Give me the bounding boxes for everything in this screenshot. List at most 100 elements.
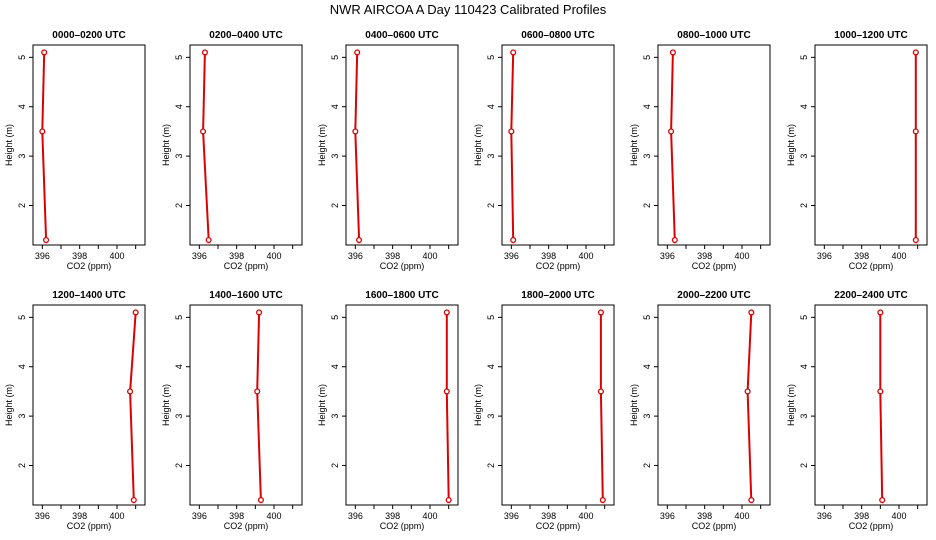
- y-tick-label: 5: [17, 55, 27, 60]
- y-tick-label: 3: [799, 154, 809, 159]
- y-tick-label: 2: [799, 463, 809, 468]
- panel-title: 1200–1400 UTC: [52, 290, 125, 301]
- y-tick-label: 4: [799, 104, 809, 109]
- x-tick-label: 400: [109, 251, 124, 261]
- x-tick-label: 396: [817, 251, 832, 261]
- x-tick-label: 400: [734, 251, 749, 261]
- panel-title: 0200–0400 UTC: [209, 30, 282, 41]
- profile-point: [201, 49, 208, 56]
- profile-point: [879, 497, 886, 504]
- y-tick-label: 3: [642, 414, 652, 419]
- profile-point: [41, 49, 48, 56]
- x-tick-label: 398: [697, 511, 712, 521]
- x-tick-label: 396: [504, 251, 519, 261]
- x-tick-label: 396: [35, 251, 50, 261]
- y-axis-label: Height (m): [629, 384, 639, 426]
- plot-frame: [189, 44, 303, 246]
- profile-point: [39, 128, 46, 135]
- y-tick-label: 2: [330, 463, 340, 468]
- y-tick-label: 5: [174, 315, 184, 320]
- x-tick-label: 398: [385, 511, 400, 521]
- plot-frame: [501, 44, 615, 246]
- y-tick-label: 3: [330, 414, 340, 419]
- profile-panel: 1600–1800 UTC 396 398 400 2 3 4 5 CO2 (ppm) Heigh…: [317, 290, 459, 531]
- y-tick-label: 5: [330, 315, 340, 320]
- y-tick-label: 5: [17, 315, 27, 320]
- y-tick-label: 3: [642, 154, 652, 159]
- profile-panel: 2000–2200 UTC 396 398 400 2 3 4 5 CO2 (ppm) Heigh…: [629, 290, 771, 531]
- profile-point: [877, 309, 884, 316]
- y-tick-label: 3: [174, 414, 184, 419]
- profile-point: [43, 237, 50, 244]
- y-tick-label: 2: [642, 203, 652, 208]
- profile-point: [748, 497, 755, 504]
- x-axis-label: CO2 (ppm): [224, 521, 269, 531]
- profile-line: [256, 312, 262, 501]
- profile-panel: 1800–2000 UTC 396 398 400 2 3 4 5 CO2 (ppm) Heigh…: [473, 290, 615, 531]
- panel-title: 1400–1600 UTC: [209, 290, 282, 301]
- y-tick-label: 5: [642, 315, 652, 320]
- plot-frame: [657, 44, 771, 246]
- profile-panel: 1000–1200 UTC 396 398 400 2 3 4 5 CO2 (ppm) Heigh…: [786, 30, 928, 271]
- y-tick-label: 2: [17, 203, 27, 208]
- panel-title: 0400–0600 UTC: [365, 30, 438, 41]
- plot-frame: [345, 304, 459, 506]
- profile-point: [356, 237, 363, 244]
- y-tick-label: 2: [174, 463, 184, 468]
- x-axis-label: CO2 (ppm): [849, 521, 894, 531]
- y-tick-label: 4: [174, 364, 184, 369]
- x-tick-label: 396: [660, 511, 675, 521]
- profile-panel: 0800–1000 UTC 396 398 400 2 3 4 5 CO2 (ppm) Heigh…: [629, 30, 771, 271]
- plot-frame: [345, 44, 459, 246]
- x-tick-label: 398: [229, 511, 244, 521]
- profile-point: [599, 497, 606, 504]
- y-axis-label: Height (m): [4, 124, 14, 166]
- x-tick-label: 398: [72, 511, 87, 521]
- y-tick-label: 3: [17, 414, 27, 419]
- profile-point: [912, 237, 919, 244]
- y-tick-label: 5: [486, 315, 496, 320]
- plot-frame: [814, 44, 928, 246]
- y-axis-label: Height (m): [317, 384, 327, 426]
- y-axis-label: Height (m): [4, 384, 14, 426]
- profile-line: [202, 52, 210, 241]
- y-tick-label: 3: [799, 414, 809, 419]
- profile-point: [748, 309, 755, 316]
- plot-frame: [657, 304, 771, 506]
- y-tick-label: 2: [174, 203, 184, 208]
- plot-frame: [32, 304, 146, 506]
- y-tick-label: 5: [174, 55, 184, 60]
- profile-line: [445, 312, 450, 501]
- profile-point: [669, 49, 676, 56]
- profile-line: [41, 52, 48, 241]
- profile-point: [205, 237, 212, 244]
- x-axis-label: CO2 (ppm): [692, 261, 737, 271]
- x-tick-label: 400: [422, 251, 437, 261]
- y-tick-label: 2: [486, 203, 496, 208]
- profile-panel: 0600–0800 UTC 396 398 400 2 3 4 5 CO2 (ppm) Heigh…: [473, 30, 615, 271]
- x-tick-label: 398: [72, 251, 87, 261]
- profile-point: [597, 309, 604, 316]
- x-axis-label: CO2 (ppm): [380, 521, 425, 531]
- y-tick-label: 2: [17, 463, 27, 468]
- y-tick-label: 4: [486, 364, 496, 369]
- x-axis-label: CO2 (ppm): [536, 261, 581, 271]
- x-axis-label: CO2 (ppm): [849, 261, 894, 271]
- panel-title: 0600–0800 UTC: [521, 30, 594, 41]
- y-axis-label: Height (m): [317, 124, 327, 166]
- x-tick-label: 400: [734, 511, 749, 521]
- profile-point: [132, 309, 139, 316]
- panel-title: 1000–1200 UTC: [834, 30, 907, 41]
- y-tick-label: 3: [330, 154, 340, 159]
- x-axis-label: CO2 (ppm): [67, 521, 112, 531]
- y-tick-label: 5: [330, 55, 340, 60]
- profile-point: [254, 388, 261, 395]
- panel-title: 2200–2400 UTC: [834, 290, 907, 301]
- y-tick-label: 2: [642, 463, 652, 468]
- x-tick-label: 398: [385, 251, 400, 261]
- x-axis-label: CO2 (ppm): [380, 261, 425, 271]
- x-tick-label: 400: [578, 251, 593, 261]
- y-tick-label: 4: [642, 364, 652, 369]
- profile-panel: 0400–0600 UTC 396 398 400 2 3 4 5 CO2 (ppm) Heigh…: [317, 30, 459, 271]
